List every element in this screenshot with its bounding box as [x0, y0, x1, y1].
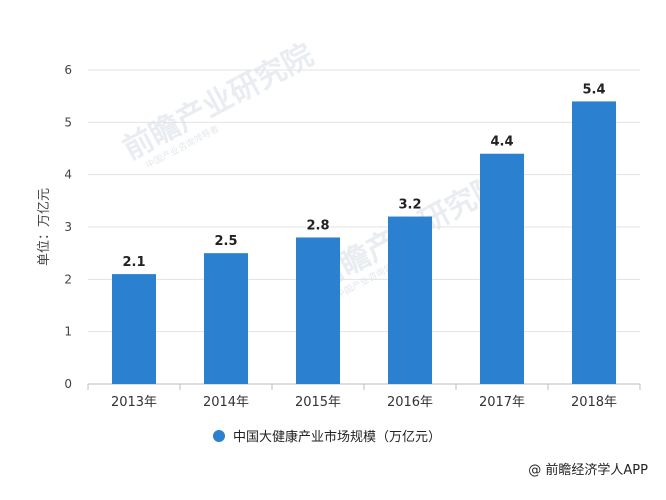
legend: 中国大健康产业市场规模（万亿元）	[213, 429, 441, 445]
bar-data-label: 5.4	[582, 82, 605, 97]
x-axis-ticks: 2013年 2014年 2015年 2016年 2017年 2018年	[87, 384, 641, 410]
x-tick-label: 2013年	[111, 395, 157, 410]
x-tick-label: 2015年	[295, 395, 341, 410]
y-tick-label: 1	[64, 325, 72, 339]
y-tick-label: 2	[64, 272, 72, 286]
bar-data-label: 2.1	[122, 255, 145, 270]
x-tick-label: 2016年	[387, 395, 433, 410]
x-tick-label: 2017年	[479, 395, 525, 410]
bar	[480, 153, 524, 384]
bar	[112, 274, 156, 384]
y-tick-label: 0	[64, 377, 72, 391]
bar	[204, 253, 248, 384]
bar-data-label: 2.8	[306, 218, 329, 233]
bar	[388, 216, 432, 384]
x-tick-label: 2018年	[571, 395, 617, 410]
bar	[296, 237, 340, 384]
bars: 2.1 2.5 2.8 3.2 4.4 5.4	[112, 82, 616, 385]
y-axis-label: 单位：万亿元	[37, 188, 52, 266]
watermark-text: 前瞻产业研究院	[117, 38, 319, 167]
bar-data-label: 2.5	[214, 234, 237, 249]
legend-label: 中国大健康产业市场规模（万亿元）	[233, 429, 441, 445]
y-tick-label: 5	[64, 115, 72, 129]
y-tick-label: 3	[64, 220, 72, 234]
legend-marker	[213, 430, 225, 442]
gridlines	[88, 69, 640, 333]
bar-data-label: 4.4	[490, 135, 513, 150]
y-axis-ticks: 0 1 2 3 4 5 6	[64, 63, 72, 391]
x-tick-label: 2014年	[203, 395, 249, 410]
bar-data-label: 3.2	[398, 198, 421, 213]
bar	[572, 101, 616, 385]
y-tick-label: 4	[64, 168, 72, 182]
y-tick-label: 6	[64, 63, 72, 77]
source-credit: @ 前瞻经济学人APP	[528, 463, 648, 478]
